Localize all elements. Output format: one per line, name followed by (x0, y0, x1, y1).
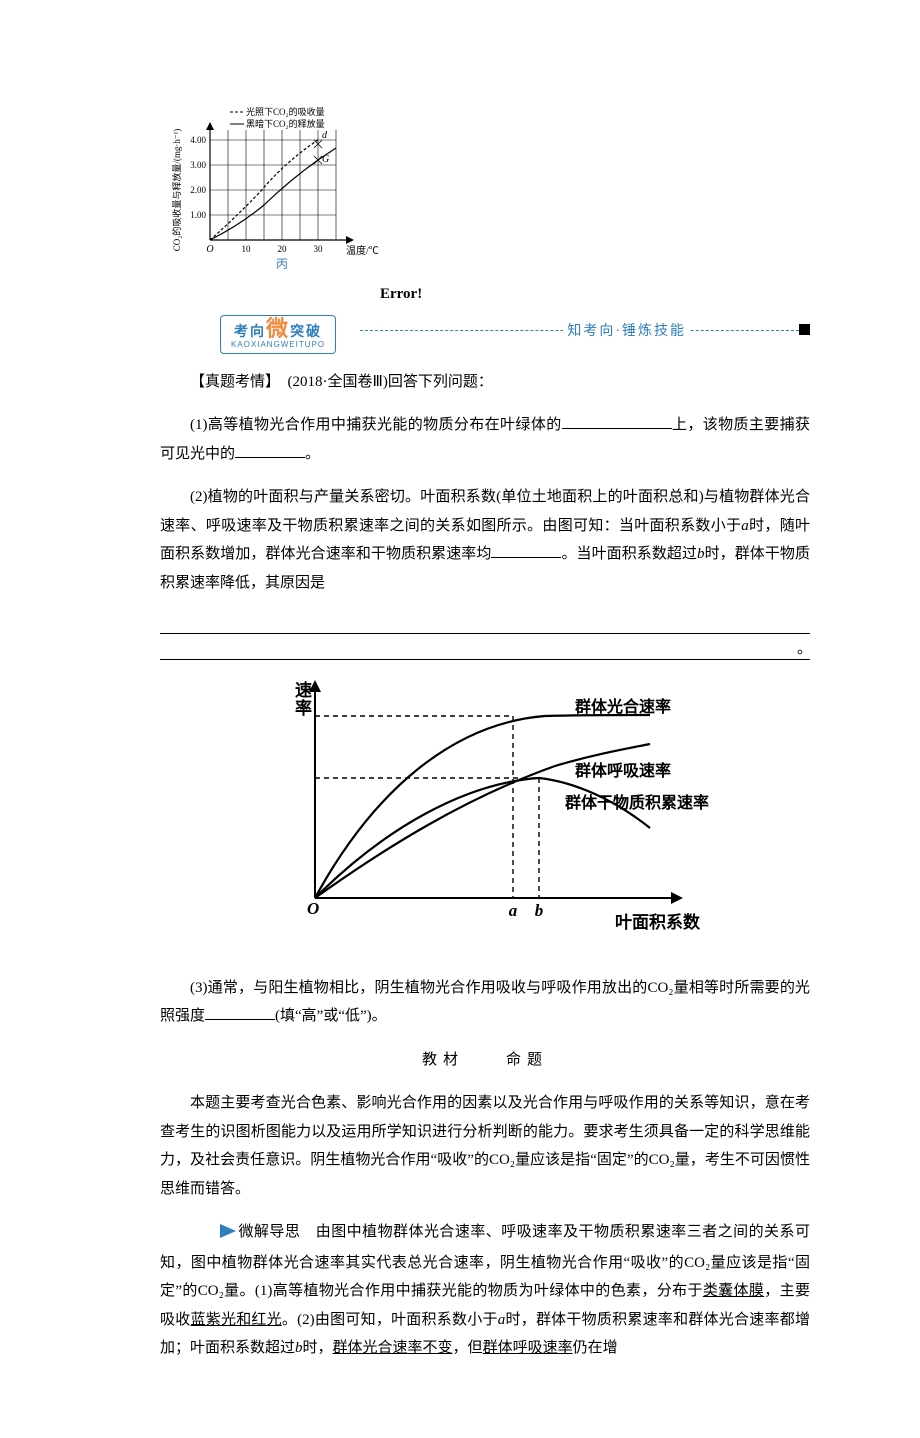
exp2-u4: 群体呼吸速率 (483, 1340, 573, 1356)
legend-solid: 黑暗下CO₂的释放量 (246, 118, 325, 129)
question-2: (2)植物的叶面积与产量关系密切。叶面积系数(单位土地面积上的叶面积总和)与植物… (160, 483, 810, 597)
small-chart-ylabel: CO₂的吸收量与释放量/(mg·h⁻¹) (171, 129, 182, 252)
svg-text:3.00: 3.00 (190, 160, 206, 170)
banner-pinyin: KAOXIANGWEITUPO (231, 341, 325, 350)
legend-dashed: 光照下CO₂的吸收量 (246, 106, 325, 117)
exp2-lead: 微解导思 (238, 1224, 300, 1240)
exp2-m2: 。(2)由图可知，叶面积系数小于 (282, 1312, 498, 1328)
explanation-1: 本题主要考查光合色素、影响光合作用的因素以及光合作用与呼吸作用的关系等知识，意在… (160, 1089, 810, 1203)
explanation-2: 微解导思 由图中植物群体光合速率、呼吸速率及干物质积累速率三者之间的关系可知，图… (160, 1218, 810, 1363)
exp2-m4: 时， (303, 1340, 333, 1356)
svg-text:20: 20 (278, 244, 288, 254)
curve-photosynthesis-label: 群体光合速率 (575, 697, 671, 716)
svg-text:G: G (322, 154, 329, 165)
curve-respiration-label: 群体呼吸速率 (575, 761, 671, 780)
q2-var-b: b (697, 546, 705, 562)
svg-text:30: 30 (314, 244, 324, 254)
q2-blank1[interactable] (491, 557, 561, 558)
banner-square (799, 324, 810, 335)
svg-text:d: d (322, 130, 328, 141)
svg-text:速: 速 (295, 680, 312, 700)
curve-accumulation-label: 群体干物质积累速率 (565, 793, 709, 812)
svg-text:10: 10 (242, 244, 252, 254)
q3-blank[interactable] (205, 1019, 275, 1020)
error-text: Error! (380, 280, 810, 309)
banner-right-text: 知考向·锤炼技能 (563, 319, 690, 346)
exp2-u2: 蓝紫光和红光 (190, 1312, 281, 1328)
svg-text:O: O (206, 244, 213, 255)
question-3: (3)通常，与阳生植物相比，阴生植物光合作用吸收与呼吸作用放出的CO₂量相等时所… (160, 974, 810, 1031)
triangle-icon (190, 1220, 236, 1249)
exp2-u1: 类囊体膜 (703, 1283, 764, 1299)
svg-text:1.00: 1.00 (190, 210, 206, 220)
q2-var-a: a (741, 518, 749, 534)
exp2-m5: ，但 (453, 1340, 483, 1356)
small-chart-caption: 丙 (276, 257, 288, 271)
q2-blank-line1[interactable] (160, 612, 810, 634)
banner-t1b: 微 (266, 316, 290, 341)
banner-badge: 考向微突破 KAOXIANGWEITUPO (220, 315, 336, 355)
question-header: 【真题考情】 (2018·全国卷Ⅲ)回答下列问题： (160, 368, 810, 397)
small-chart-xlabel: 温度/℃ (346, 244, 379, 257)
chart-big-container: 速 率 O 群体光合速率 群体呼吸速率 群体干物质积累速率 a b 叶面积系数 (160, 668, 810, 959)
exp2-var-a: a (498, 1312, 506, 1328)
q3-a: (3)通常，与阳生植物相比，阴生植物光合作用吸收与呼吸作用放出的CO₂量相等时所… (160, 980, 810, 1025)
q3-b: (填“高”或“低”)。 (275, 1008, 387, 1024)
big-chart-origin: O (307, 899, 319, 918)
exp2-m6: 仍在增 (573, 1340, 618, 1356)
question-1: (1)高等植物光合作用中捕获光能的物质分布在叶绿体的上，该物质主要捕获可见光中的… (160, 411, 810, 468)
chart-small-container: CO₂的吸收量与释放量/(mg·h⁻¹) 光照下CO₂的吸收量 黑暗下CO₂的释… (170, 100, 810, 278)
banner-t1c: 突破 (290, 323, 322, 339)
svg-text:2.00: 2.00 (190, 185, 206, 195)
big-chart-xlabel: 叶面积系数 (615, 912, 701, 932)
big-chart-xtick-b: b (535, 901, 544, 920)
svg-text:4.00: 4.00 (190, 135, 206, 145)
q2-a: (2)植物的叶面积与产量关系密切。叶面积系数(单位土地面积上的叶面积总和)与植物… (160, 489, 810, 534)
svg-text:率: 率 (295, 698, 312, 718)
q1-blank2[interactable] (235, 457, 305, 458)
q2-blank-line2[interactable] (160, 638, 810, 660)
big-chart-svg: 速 率 O 群体光合速率 群体呼吸速率 群体干物质积累速率 a b 叶面积系数 (255, 668, 715, 948)
q1-a: (1)高等植物光合作用中捕获光能的物质分布在叶绿体的 (190, 417, 562, 433)
banner-t1a: 考向 (234, 323, 266, 339)
q1-c: 。 (305, 446, 320, 462)
section-title: 教材 命题 (160, 1046, 810, 1075)
q2-c: 。当叶面积系数超过 (561, 546, 697, 562)
exp2-u3: 群体光合速率不变 (333, 1340, 453, 1356)
q1-blank1[interactable] (562, 428, 672, 429)
exp2-var-b: b (295, 1340, 303, 1356)
big-chart-xtick-a: a (509, 901, 518, 920)
small-chart-svg: CO₂的吸收量与释放量/(mg·h⁻¹) 光照下CO₂的吸收量 黑暗下CO₂的释… (170, 100, 380, 278)
section-banner: 考向微突破 KAOXIANGWEITUPO 知考向·锤炼技能 (160, 315, 810, 353)
